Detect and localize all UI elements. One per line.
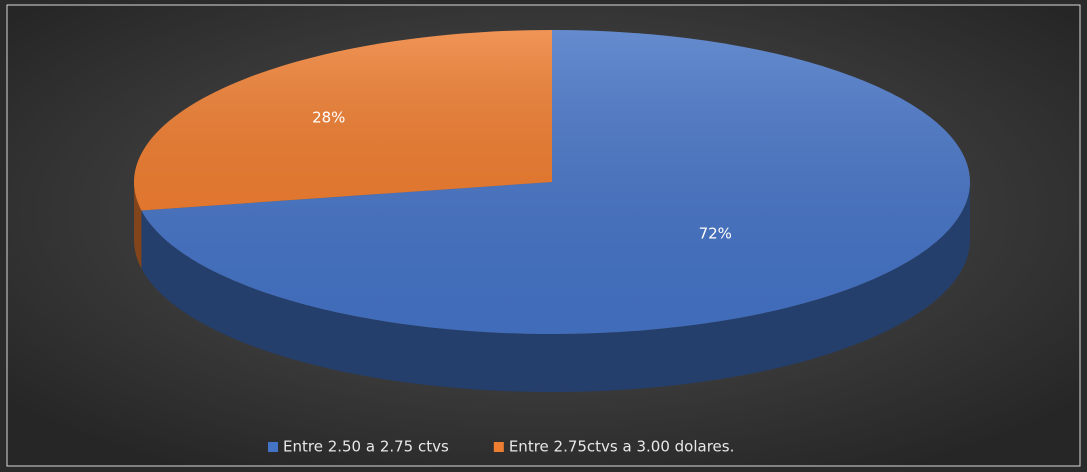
legend-label: Entre 2.75ctvs a 3.00 dolares. — [509, 438, 735, 456]
legend-swatch — [268, 442, 278, 452]
legend-label: Entre 2.50 a 2.75 ctvs — [283, 438, 449, 456]
legend-swatch — [493, 442, 504, 452]
slice-shine — [133, 30, 552, 211]
slice-side — [141, 182, 970, 392]
slice-shine — [141, 30, 970, 335]
data-label: 72% — [699, 225, 732, 243]
slice-side — [134, 182, 142, 269]
data-label: 28% — [312, 108, 345, 126]
